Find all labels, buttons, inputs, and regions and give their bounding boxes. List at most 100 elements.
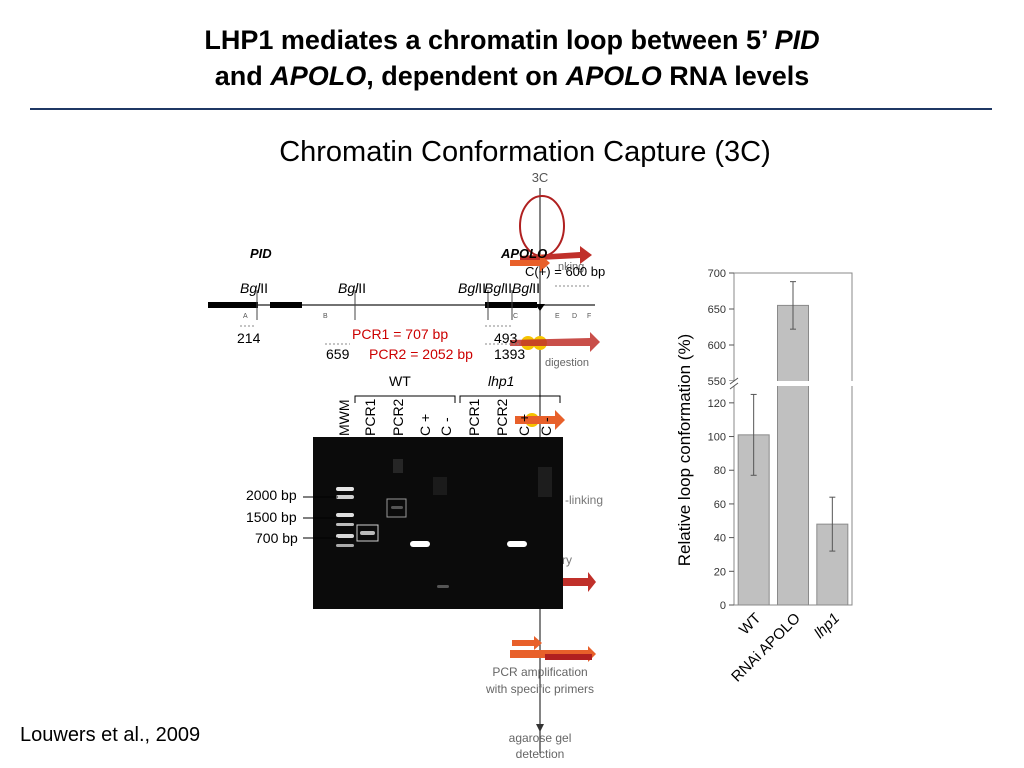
ladder-band xyxy=(336,495,354,499)
gel-background xyxy=(313,437,563,609)
3c-schematic: 3C nking digestion -linking ry PCR ampli… xyxy=(485,170,603,761)
x-tick-label: RNAi APOLO xyxy=(728,610,804,686)
site-marker xyxy=(535,304,545,311)
fragment-label: D xyxy=(572,313,577,320)
schematic-top-label: 3C xyxy=(532,170,549,185)
y-tick-label: 40 xyxy=(714,533,726,545)
flow-arrowhead xyxy=(536,724,544,732)
lane-label: PCR1 xyxy=(362,398,378,436)
exon-block xyxy=(485,302,537,308)
title-gene-apolo: APOLO xyxy=(565,61,662,91)
slide-title: LHP1 mediates a chromatin loop between 5… xyxy=(0,22,1024,94)
enzyme-name: Bgl xyxy=(512,280,533,296)
bar xyxy=(777,304,809,606)
x-tick-label: lhp1 xyxy=(811,610,843,642)
well-smear xyxy=(393,459,403,473)
enzyme-suffix: II xyxy=(260,280,269,296)
enzyme-suffix: II xyxy=(504,280,513,296)
title-divider xyxy=(30,108,992,110)
y-tick-label: 20 xyxy=(714,566,726,578)
gel-band xyxy=(507,541,527,547)
y-tick-label: 650 xyxy=(708,304,726,316)
group-label-lhp1: lhp1 xyxy=(488,373,515,389)
ladder-band xyxy=(336,544,354,547)
position-493: 493 xyxy=(494,330,518,346)
schematic-arrow xyxy=(510,254,550,272)
enzyme-suffix: II xyxy=(478,280,487,296)
schematic-step-gel-a: agarose gel xyxy=(509,731,572,745)
bglii-label: BglII xyxy=(338,280,366,296)
fragment-label: F xyxy=(587,313,591,320)
primer-arrow xyxy=(512,636,542,650)
group-label-wt: WT xyxy=(389,373,411,389)
y-tick-label: 600 xyxy=(708,340,726,352)
well-smear xyxy=(538,467,552,497)
fragment-label: A xyxy=(243,313,248,320)
well-smear xyxy=(433,477,447,495)
ladder-band xyxy=(336,523,354,526)
lane-label: C + xyxy=(516,413,532,436)
slide-subtitle: Chromatin Conformation Capture (3C) xyxy=(279,136,771,168)
band-box xyxy=(386,498,407,518)
enzyme-name: Bgl xyxy=(240,280,261,296)
pcr2-size: PCR2 = 2052 bp xyxy=(369,346,473,362)
schematic-step-pcr-b: with specific primers xyxy=(485,682,594,696)
title-text: LHP1 mediates a chromatin loop between 5… xyxy=(204,25,775,55)
axis-break xyxy=(728,381,854,386)
ladder-band xyxy=(336,487,354,491)
schematic-step-pcr-a: PCR amplification xyxy=(492,665,587,679)
y-tick-label: 120 xyxy=(708,398,726,410)
axis-break-mark xyxy=(729,377,739,385)
enzyme-suffix: II xyxy=(358,280,367,296)
pcr1-size: PCR1 = 707 bp xyxy=(352,326,449,342)
agarose-gel xyxy=(313,437,563,609)
exon-block xyxy=(270,302,302,308)
gel-band xyxy=(391,506,403,509)
exon-block xyxy=(208,302,258,308)
bglii-label: BglII xyxy=(458,280,486,296)
y-tick-label: 60 xyxy=(714,499,726,511)
gel-band xyxy=(360,531,375,535)
schematic-arrow xyxy=(510,332,600,352)
title-text: and xyxy=(214,61,271,91)
band-box xyxy=(356,524,379,542)
lane-label: PCR2 xyxy=(494,398,510,436)
ladder-label: 1500 bp xyxy=(246,509,297,525)
bglii-label: BglII xyxy=(512,280,540,296)
lane-label: PCR1 xyxy=(466,398,482,436)
group-brackets xyxy=(354,395,561,403)
ladder-band xyxy=(336,534,354,538)
title-text: , dependent on xyxy=(366,61,566,91)
y-axis-label: Relative loop conformation (%) xyxy=(675,334,694,566)
schematic-arrow xyxy=(515,410,565,430)
y-tick-label: 0 xyxy=(720,600,726,612)
fragment-label: B xyxy=(323,313,328,320)
axis-break-mark xyxy=(729,382,739,390)
schematic-arrow xyxy=(545,654,592,660)
enzyme-name: Bgl xyxy=(338,280,359,296)
position-214: 214 xyxy=(237,330,261,346)
y-tick-label: 100 xyxy=(708,432,726,444)
enzyme-name: Bgl xyxy=(484,280,505,296)
ladder-pointers xyxy=(303,496,338,539)
schematic-step-crosslinking: -linking xyxy=(565,493,603,507)
y-tick-label: 80 xyxy=(714,465,726,477)
enzyme-name: Bgl xyxy=(458,280,479,296)
y-tick-label: 550 xyxy=(708,376,726,388)
gene-label-apolo: APOLO xyxy=(501,246,548,261)
title-gene-pid: PID xyxy=(774,25,820,55)
c-plus-size: C(+) = 600 bp xyxy=(525,264,606,279)
ladder-label: 2000 bp xyxy=(246,487,297,503)
lane-label: PCR2 xyxy=(390,398,406,436)
enzyme-suffix: II xyxy=(532,280,541,296)
citation: Louwers et al., 2009 xyxy=(20,724,201,746)
fragment-label: E xyxy=(555,313,560,320)
position-1393: 1393 xyxy=(494,346,526,362)
y-tick-label: 700 xyxy=(708,268,726,280)
title-line-2: and APOLO, dependent on APOLO RNA levels xyxy=(0,58,1024,94)
schematic-step-gel-b: detection xyxy=(516,747,565,761)
lane-label: C + xyxy=(417,413,433,436)
gene-label-pid: PID xyxy=(250,246,272,261)
schematic-step-digestion: digestion xyxy=(545,357,589,369)
